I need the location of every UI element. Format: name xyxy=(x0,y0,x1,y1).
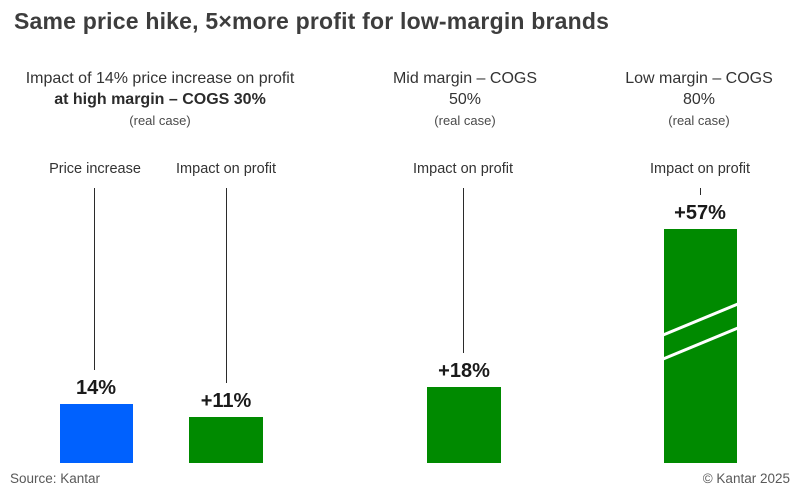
bar-group-impact-mid: +18% xyxy=(394,359,534,463)
series-label-impact-high: Impact on profit xyxy=(176,161,276,177)
leader-line-impact-mid xyxy=(463,188,464,353)
panel-header-low-margin: Low margin – COGS 80% (real case) xyxy=(604,68,794,130)
series-label-impact-low: Impact on profit xyxy=(650,161,750,177)
panel-header-note: (real case) xyxy=(129,113,191,128)
bar-group-impact-high: +11% xyxy=(156,389,296,463)
leader-line-price-increase xyxy=(94,188,95,370)
value-label: 14% xyxy=(75,377,117,399)
bar-impact-on-profit xyxy=(189,417,263,463)
panel-header-mid-margin: Mid margin – COGS 50% (real case) xyxy=(370,68,560,130)
panel-header-line2: 50% xyxy=(448,91,482,108)
value-label: +11% xyxy=(200,390,252,412)
value-label: +18% xyxy=(438,360,490,382)
series-label-impact-mid: Impact on profit xyxy=(413,161,513,177)
source-note: Source: Kantar xyxy=(10,471,101,486)
value-label: +57% xyxy=(674,202,726,224)
panel-header-line2: 80% xyxy=(682,91,716,108)
panel-header-note: (real case) xyxy=(434,113,496,128)
bar-group-impact-low: +57% xyxy=(630,201,770,463)
bar-impact-on-profit xyxy=(663,229,737,463)
panel-header-prefix: Impact of 14% price increase on profit xyxy=(25,70,295,87)
panel-header-line1: Low margin – COGS xyxy=(625,70,773,87)
panel-header-note: (real case) xyxy=(668,113,730,128)
bar-group-price-increase-high: 14% xyxy=(26,376,166,463)
panel-header-bold: at high margin – COGS 30% xyxy=(54,91,266,108)
chart-title: Same price hike, 5×more profit for low-m… xyxy=(14,8,610,34)
leader-line-impact-low xyxy=(700,188,701,195)
bar-impact-on-profit xyxy=(427,387,501,463)
panel-header-line1: Mid margin – COGS xyxy=(392,70,538,87)
copyright-note: © Kantar 2025 xyxy=(702,471,790,486)
panel-header-high-margin: Impact of 14% price increase on profit a… xyxy=(25,68,295,130)
series-label-price-increase: Price increase xyxy=(49,161,141,177)
leader-line-impact-high xyxy=(226,188,227,383)
bar-price-increase xyxy=(59,404,133,463)
